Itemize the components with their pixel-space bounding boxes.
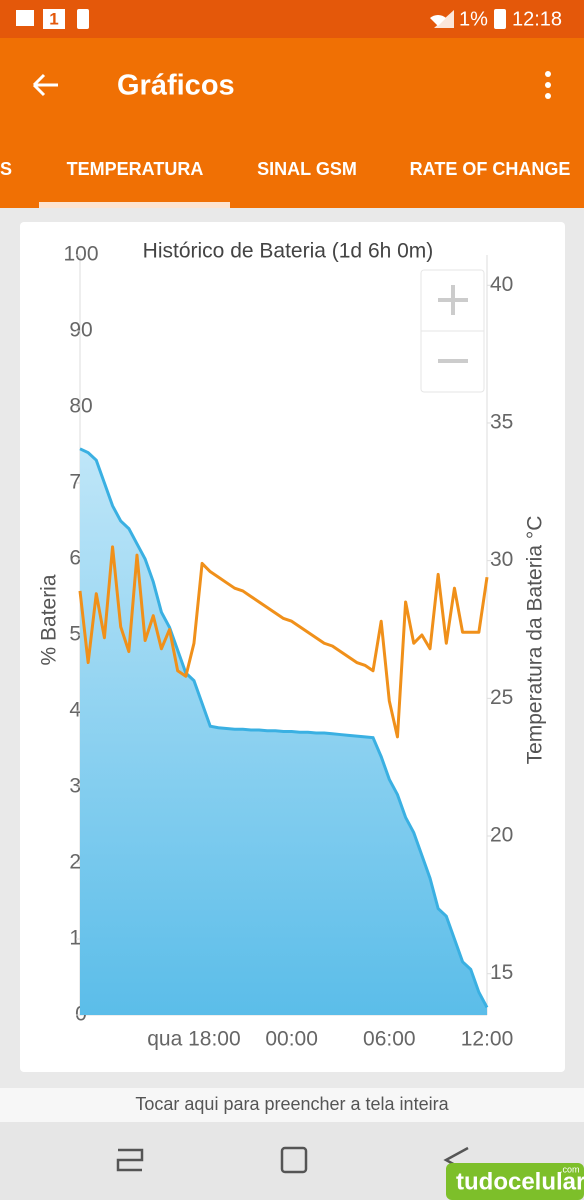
area-line (79, 447, 489, 1009)
tab[interactable]: SINAL GSM (257, 159, 357, 179)
zoom-in[interactable] (438, 285, 468, 315)
battery-icon (494, 9, 506, 29)
app-bar (0, 38, 584, 208)
x-tick-label: qua 18:00 (147, 1028, 240, 1051)
x-tick-label: 06:00 (363, 1028, 416, 1051)
y2-axis-label: Temperatura da Bateria °C (524, 516, 547, 765)
x-tick-label: 12:00 (461, 1028, 514, 1051)
y2-tick-label: 30 (490, 548, 513, 571)
y-axis-label: % Bateria (38, 574, 61, 665)
menu-button[interactable] (545, 71, 551, 99)
watermark-suffix: .com (560, 1164, 580, 1174)
y2-tick-label: 35 (490, 411, 513, 434)
tab[interactable]: S (0, 159, 12, 179)
zoom-controls (420, 269, 485, 393)
y-tick-label: 100 (63, 243, 98, 266)
footer-bar[interactable] (0, 1088, 584, 1122)
line (78, 545, 489, 739)
battery-percent: 1% (459, 8, 488, 30)
plot: 0102030405060708090100152025303540qua 18… (63, 243, 513, 1051)
watermark-bg (446, 1163, 584, 1200)
tab[interactable]: RATE OF CHANGE (410, 159, 571, 179)
y2-tick-label: 20 (490, 824, 513, 847)
y-tick-label: 80 (69, 395, 92, 418)
chart-title: Histórico de Bateria (1d 6h 0m) (143, 240, 434, 263)
home-button[interactable] (280, 1146, 308, 1174)
tab-indicator (39, 202, 230, 208)
y2-tick-label: 25 (490, 686, 513, 709)
gallery-icon (16, 10, 34, 26)
signal-icon (434, 10, 454, 28)
badge (43, 9, 65, 29)
back-button[interactable] (32, 73, 58, 97)
app-title: Gráficos (117, 70, 235, 102)
alert-icon (77, 9, 89, 29)
y2-tick-label: 15 (490, 961, 513, 984)
tab[interactable]: TEMPERATURA (67, 159, 204, 179)
status-bar (0, 0, 584, 38)
clock: 12:18 (512, 8, 562, 30)
y2-tick-label: 40 (490, 273, 513, 296)
x-tick-label: 00:00 (265, 1028, 318, 1051)
recent-button[interactable] (116, 1148, 144, 1172)
wifi-icon (430, 14, 446, 26)
y-tick-label: 90 (69, 319, 92, 342)
footer-text: Tocar aqui para preencher a tela inteira (135, 1094, 449, 1114)
notification-count: 1 (49, 9, 58, 28)
watermark: tudocelular (456, 1168, 584, 1195)
